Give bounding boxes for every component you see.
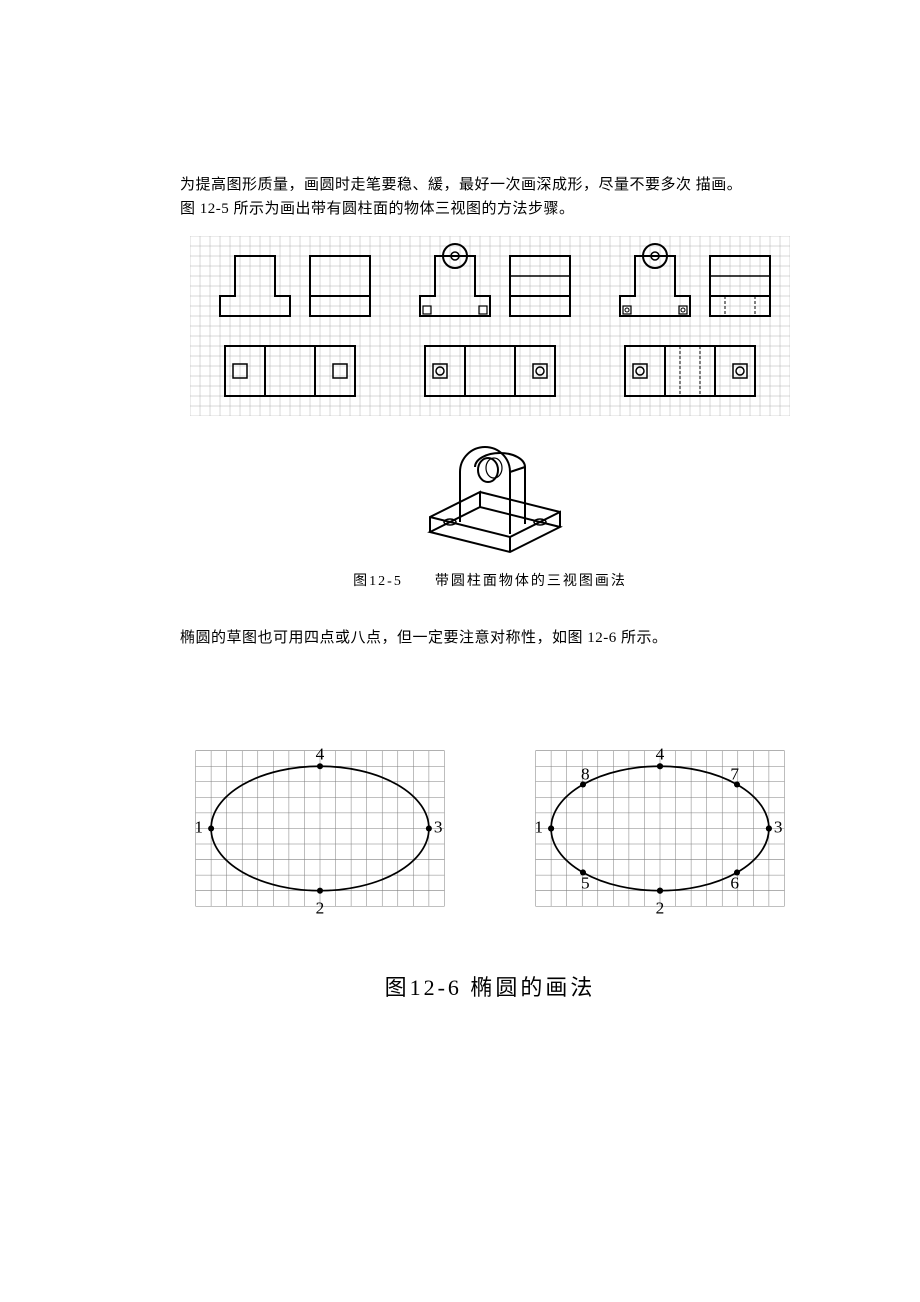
fig1-iso-svg xyxy=(400,422,580,562)
svg-text:8: 8 xyxy=(581,765,590,784)
caption-12-5: 图12-5 带圆柱面物体的三视图画法 xyxy=(180,570,800,590)
ellipse-4pt-svg: 4 2 1 3 xyxy=(180,710,460,940)
svg-text:1: 1 xyxy=(194,817,203,836)
svg-text:2: 2 xyxy=(316,898,325,917)
svg-text:5: 5 xyxy=(581,873,590,892)
figure-12-5: 图12-5 带圆柱面物体的三视图画法 xyxy=(180,236,800,590)
figure-12-6: 4 2 1 3 4 2 1 3 8 7 5 6 xyxy=(180,710,800,940)
para1-line2: 图 12-5 所示为画出带有圆柱面的物体三视图的方法步骤。 xyxy=(180,201,575,217)
fig1-grid-svg xyxy=(190,236,790,416)
paragraph-1: 为提高图形质量，画圆时走笔要稳、緩，最好一次画深成形，尽量不要多次 描画。 图 … xyxy=(180,173,800,221)
para1-line1: 为提高图形质量，画圆时走笔要稳、緩，最好一次画深成形，尽量不要多次 描画。 xyxy=(180,177,742,193)
ellipse-8pt-svg: 4 2 1 3 8 7 5 6 xyxy=(520,710,800,940)
svg-text:4: 4 xyxy=(316,744,325,763)
svg-text:3: 3 xyxy=(434,817,443,836)
svg-text:6: 6 xyxy=(730,873,739,892)
document-page: 为提高图形质量，画圆时走笔要稳、緩，最好一次画深成形，尽量不要多次 描画。 图 … xyxy=(0,0,920,1302)
svg-text:7: 7 xyxy=(730,765,739,784)
paragraph-2: 椭圆的草图也可用四点或八点，但一定要注意对称性，如图 12-6 所示。 xyxy=(180,626,800,650)
caption-12-6: 图12-6 椭圆的画法 xyxy=(180,970,800,1002)
svg-text:2: 2 xyxy=(656,898,665,917)
svg-text:4: 4 xyxy=(656,744,665,763)
svg-text:1: 1 xyxy=(534,817,543,836)
svg-text:3: 3 xyxy=(774,817,783,836)
